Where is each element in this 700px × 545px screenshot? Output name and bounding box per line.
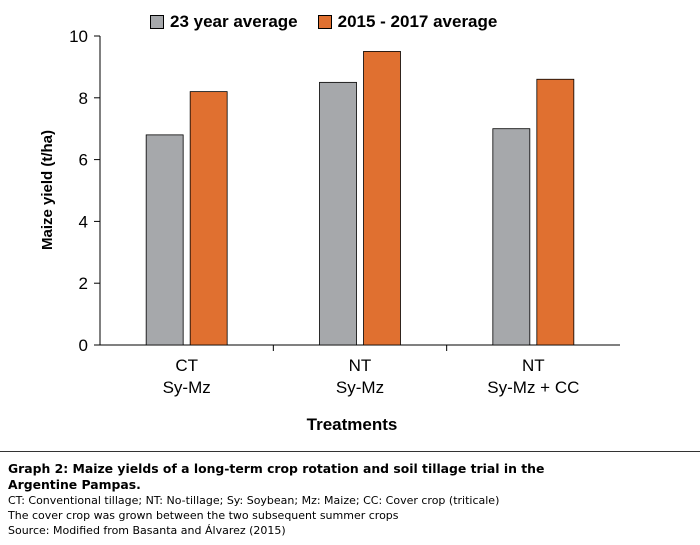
bar	[319, 81, 357, 346]
legend-swatch-23-year-average	[150, 15, 164, 29]
y-tick-label: 10	[69, 27, 88, 46]
bar	[189, 91, 228, 346]
legend-swatch-2015-2017-average	[317, 15, 332, 29]
x-tick-label: Sy-Mz	[336, 378, 384, 397]
legend-label-23-year-average: 23 year average	[170, 12, 298, 31]
y-tick-label: 4	[79, 212, 88, 231]
x-tick-label: NT	[522, 356, 545, 375]
x-axis-title: Treatments	[307, 415, 398, 434]
y-tick-label: 6	[79, 151, 88, 170]
x-tick-label: Sy-Mz	[163, 378, 211, 397]
caption-note: The cover crop was grown between the two…	[8, 509, 399, 522]
y-tick-label: 8	[79, 89, 88, 108]
caption-source: Source: Modified from Basanta and Álvare…	[8, 524, 286, 537]
caption-title-line-1: Graph 2: Maize yields of a long-term cro…	[8, 461, 545, 476]
bar	[145, 134, 184, 346]
bar	[363, 51, 401, 346]
x-tick-label: CT	[175, 356, 198, 375]
x-tick-label: NT	[349, 356, 372, 375]
legend-item-23-year-average: 23 year average	[150, 12, 298, 32]
caption-divider	[0, 451, 700, 452]
bar	[492, 128, 531, 346]
y-axis-title: Maize yield (t/ha)	[39, 130, 56, 250]
caption-abbreviations: CT: Conventional tillage; NT: No-tillage…	[8, 494, 500, 507]
legend-item-2015-2017-average: 2015 - 2017 average	[317, 12, 498, 32]
y-tick-label: 0	[79, 336, 88, 355]
y-tick-label: 2	[79, 274, 88, 293]
caption-title-line-2: Argentine Pampas.	[8, 477, 141, 492]
x-tick-label: Sy-Mz + CC	[487, 378, 579, 397]
figure-caption: Graph 2: Maize yields of a long-term cro…	[8, 461, 692, 538]
legend-label-2015-2017-average: 2015 - 2017 average	[337, 12, 498, 31]
chart-legend: 23 year average 2015 - 2017 average	[150, 12, 497, 32]
bar	[536, 78, 575, 346]
bar-chart: 0 2 4 6 8 10 CT Sy-Mz NT Sy-Mz NT Sy-Mz + CC Maize …	[39, 27, 620, 434]
